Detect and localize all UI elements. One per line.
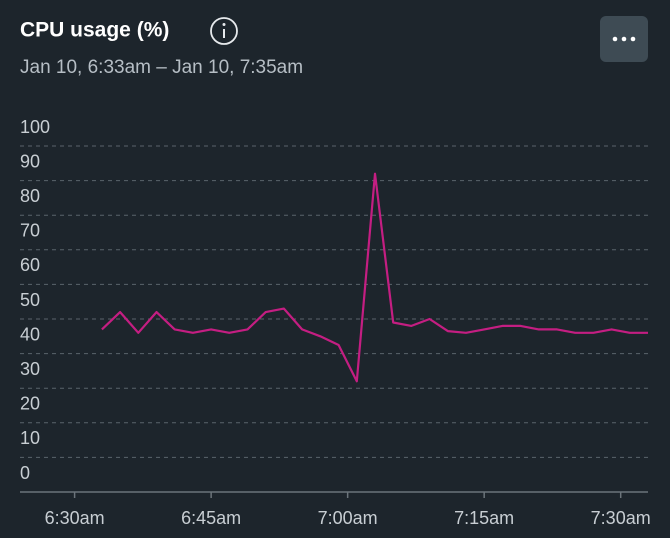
y-tick-label: 50 (20, 290, 40, 310)
y-tick-label: 40 (20, 324, 40, 344)
x-tick-label: 7:30am (591, 508, 651, 528)
chart-title: CPU usage (%) (20, 19, 169, 42)
y-tick-label: 80 (20, 186, 40, 206)
data-line (101, 172, 648, 383)
y-tick-label: 10 (20, 428, 40, 448)
x-tick-label: 6:30am (45, 508, 105, 528)
y-tick-label: 30 (20, 359, 40, 379)
chart-subtitle: Jan 10, 6:33am – Jan 10, 7:35am (20, 57, 303, 78)
info-icon[interactable] (210, 17, 238, 45)
y-tick-label: 100 (20, 117, 50, 137)
menu-button[interactable] (600, 16, 648, 62)
y-tick-label: 20 (20, 394, 40, 414)
y-tick-label: 70 (20, 221, 40, 241)
y-tick-label: 60 (20, 255, 40, 275)
x-tick-label: 7:00am (318, 508, 378, 528)
x-tick-label: 6:45am (181, 508, 241, 528)
y-tick-label: 90 (20, 151, 40, 171)
y-tick-label: 0 (20, 463, 30, 483)
x-tick-label: 7:15am (454, 508, 514, 528)
